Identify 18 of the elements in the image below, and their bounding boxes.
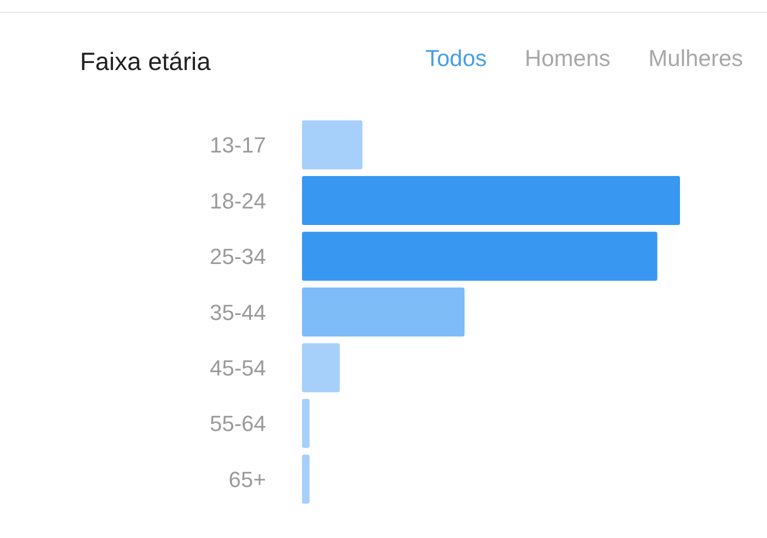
- y-tick-label: 65+: [228, 466, 266, 492]
- text: Mulheres: [648, 45, 743, 72]
- bar: [302, 287, 465, 336]
- chart-title: Faixa etária: [80, 48, 211, 77]
- text: Todos: [425, 45, 487, 72]
- bar: [302, 120, 362, 170]
- bar: [302, 176, 680, 226]
- y-tick-label: 18-24: [210, 188, 266, 214]
- y-tick-label: 25-34: [210, 244, 266, 270]
- text: Homens: [524, 45, 610, 72]
- y-tick-label: 13-17: [210, 132, 266, 158]
- bar: [302, 454, 310, 504]
- y-tick-label: 35-44: [210, 300, 266, 325]
- bar: [302, 343, 340, 392]
- y-tick-label: 45-54: [210, 356, 266, 381]
- bar: [302, 232, 658, 281]
- bar: [302, 398, 310, 448]
- y-tick-label: 55-64: [210, 411, 266, 436]
